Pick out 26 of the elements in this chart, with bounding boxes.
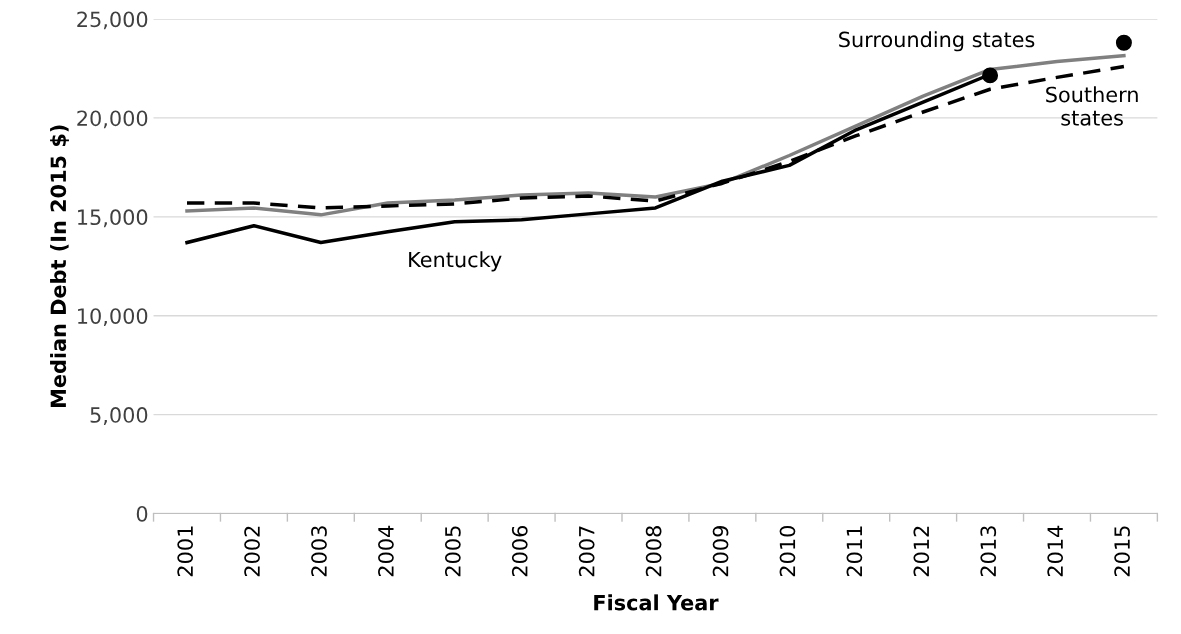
y-axis-title: Median Debt (In 2015 $) bbox=[50, 125, 69, 407]
x-tick-label: 2013 bbox=[980, 526, 997, 577]
annotation: Surrounding states bbox=[839, 31, 1035, 52]
annotation: Kentucky bbox=[409, 251, 502, 272]
x-axis-title: Fiscal Year bbox=[594, 594, 719, 611]
x-tick-label: 2001 bbox=[177, 526, 194, 577]
y-tick-label: 10,000 bbox=[78, 308, 148, 327]
x-tick-label: 2003 bbox=[311, 526, 327, 577]
x-tick-label: 2002 bbox=[244, 526, 260, 577]
y-tick-label: 25,000 bbox=[77, 11, 148, 30]
y-tick-label: 0 bbox=[136, 505, 148, 522]
x-tick-label: 2014 bbox=[1047, 525, 1064, 577]
x-tick-label: 2010 bbox=[779, 526, 796, 577]
x-tick-label: 2004 bbox=[378, 525, 394, 577]
x-tick-label: 2008 bbox=[645, 526, 662, 577]
x-tick-label: 2015 bbox=[1114, 526, 1130, 577]
x-tick-label: 2006 bbox=[511, 525, 528, 577]
annotation: Southern states bbox=[1046, 86, 1138, 126]
y-tick-label: 20,000 bbox=[77, 110, 148, 129]
x-tick-label: 2005 bbox=[444, 526, 461, 577]
y-tick-label: 5,000 bbox=[90, 407, 148, 425]
x-tick-label: 2012 bbox=[913, 526, 930, 577]
x-tick-label: 2007 bbox=[578, 526, 595, 577]
x-tick-label: 2011 bbox=[846, 526, 863, 577]
y-tick-label: 15,000 bbox=[78, 209, 148, 228]
x-tick-label: 2009 bbox=[712, 526, 729, 577]
